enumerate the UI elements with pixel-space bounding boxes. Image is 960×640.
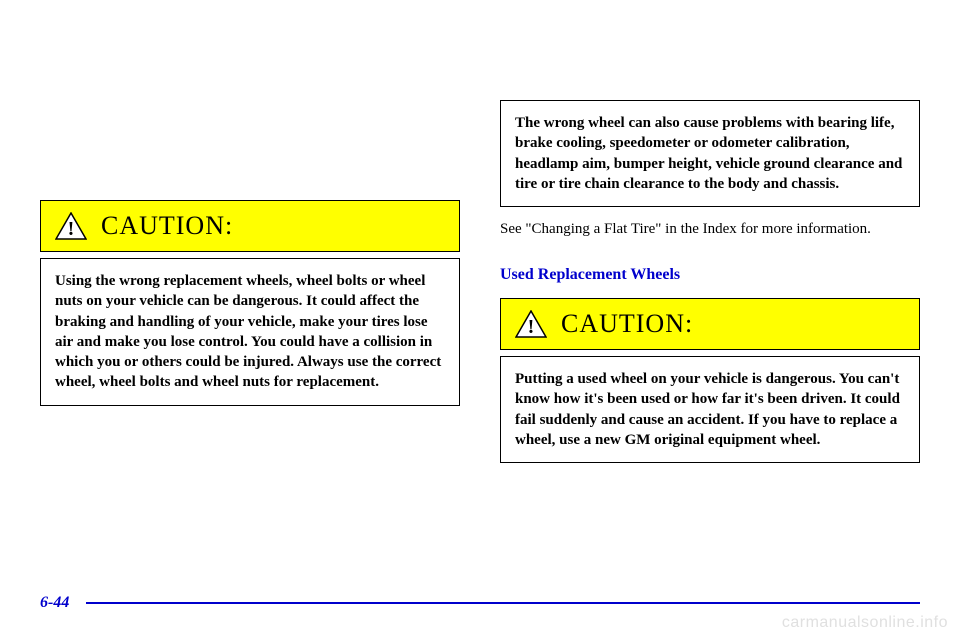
section-heading-used-wheels: Used Replacement Wheels [500,266,920,284]
caution-label: CAUTION: [101,211,233,241]
caution-header-left: ! CAUTION: [40,200,460,252]
content-columns: ! CAUTION: Using the wrong replacement w… [40,20,920,463]
see-index-note: See "Changing a Flat Tire" in the Index … [500,221,920,238]
caution-header-right: ! CAUTION: [500,298,920,350]
notice-top-right: The wrong wheel can also cause problems … [500,100,920,207]
warning-triangle-icon: ! [55,212,87,240]
caution-body-left: Using the wrong replacement wheels, whee… [40,258,460,406]
warning-triangle-icon: ! [515,310,547,338]
left-column: ! CAUTION: Using the wrong replacement w… [40,20,460,463]
caution-label: CAUTION: [561,309,693,339]
svg-text:!: ! [68,218,75,240]
manual-page: ! CAUTION: Using the wrong replacement w… [0,0,960,640]
right-column: The wrong wheel can also cause problems … [500,20,920,463]
caution-body-right: Putting a used wheel on your vehicle is … [500,356,920,463]
watermark-text: carmanualsonline.info [782,614,948,632]
page-number: 6-44 [40,594,69,612]
svg-text:!: ! [528,316,535,338]
footer-rule [86,602,920,604]
